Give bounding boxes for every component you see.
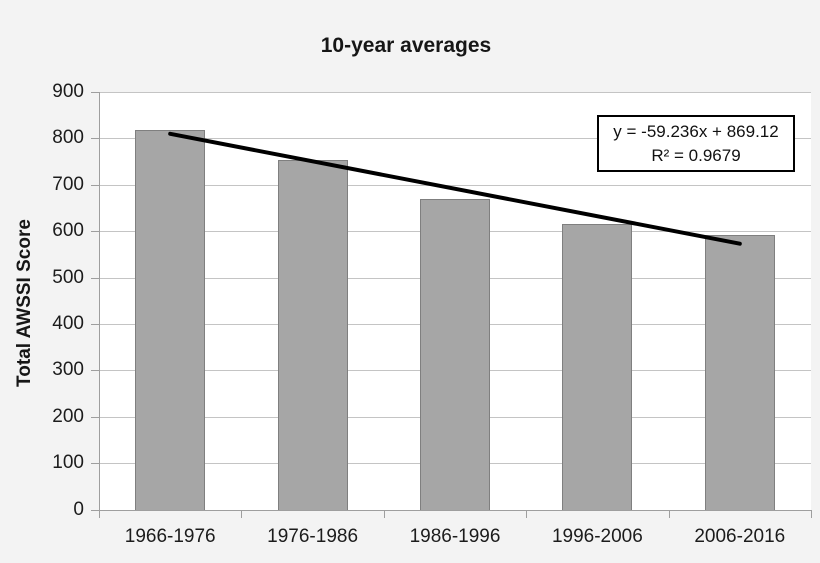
y-tick-label: 100 [52,452,84,474]
y-tick-label: 500 [52,266,84,288]
y-tick-label: 300 [52,359,84,381]
y-tick-label: 200 [52,405,84,427]
y-axis-tick [91,323,99,325]
x-axis-tick [241,510,243,518]
x-tick-label: 1996-2006 [551,526,643,547]
trendline-equation-box: y = -59.236x + 869.12 R² = 0.9679 [597,115,795,172]
y-tick-label: 600 [52,220,84,242]
gridline [99,92,811,93]
chart-title: 10-year averages [320,34,492,57]
y-axis-line [99,92,100,511]
y-axis-tick [91,92,99,93]
x-axis-tick [383,510,385,518]
y-axis-tick [91,370,99,372]
trendline-equation: y = -59.236x + 869.12 [613,121,779,141]
bar-2006-2016 [704,234,775,510]
x-axis-tick [668,510,670,518]
x-axis-line [99,509,811,511]
x-tick-label: 1976-1986 [267,526,359,547]
x-tick-label: 1966-1976 [124,526,216,547]
y-axis-tick [91,184,99,186]
bar-1966-1976 [135,129,206,510]
x-tick-label: 2006-2016 [694,526,786,547]
trendline-r-squared: R² = 0.9679 [651,145,741,165]
y-axis-tick [91,138,99,140]
bar-1996-2006 [562,223,633,510]
y-tick-label: 0 [73,498,84,520]
bar-1976-1986 [277,159,348,510]
y-axis-tick [91,416,99,418]
bar-1986-1996 [420,199,490,510]
y-tick-label: 800 [52,127,84,149]
gridline [99,184,811,186]
x-axis-tick [526,510,528,518]
y-axis-tick [91,231,99,233]
y-tick-label: 700 [52,173,84,195]
y-axis-tick [91,277,99,279]
y-tick-label: 400 [52,312,84,334]
y-axis-tick [91,463,99,465]
y-axis-tick [91,509,99,511]
x-tick-label: 1986-1996 [409,526,501,547]
x-axis-tick [99,510,100,518]
y-tick-label: 900 [52,81,84,102]
x-axis-tick [811,510,812,518]
